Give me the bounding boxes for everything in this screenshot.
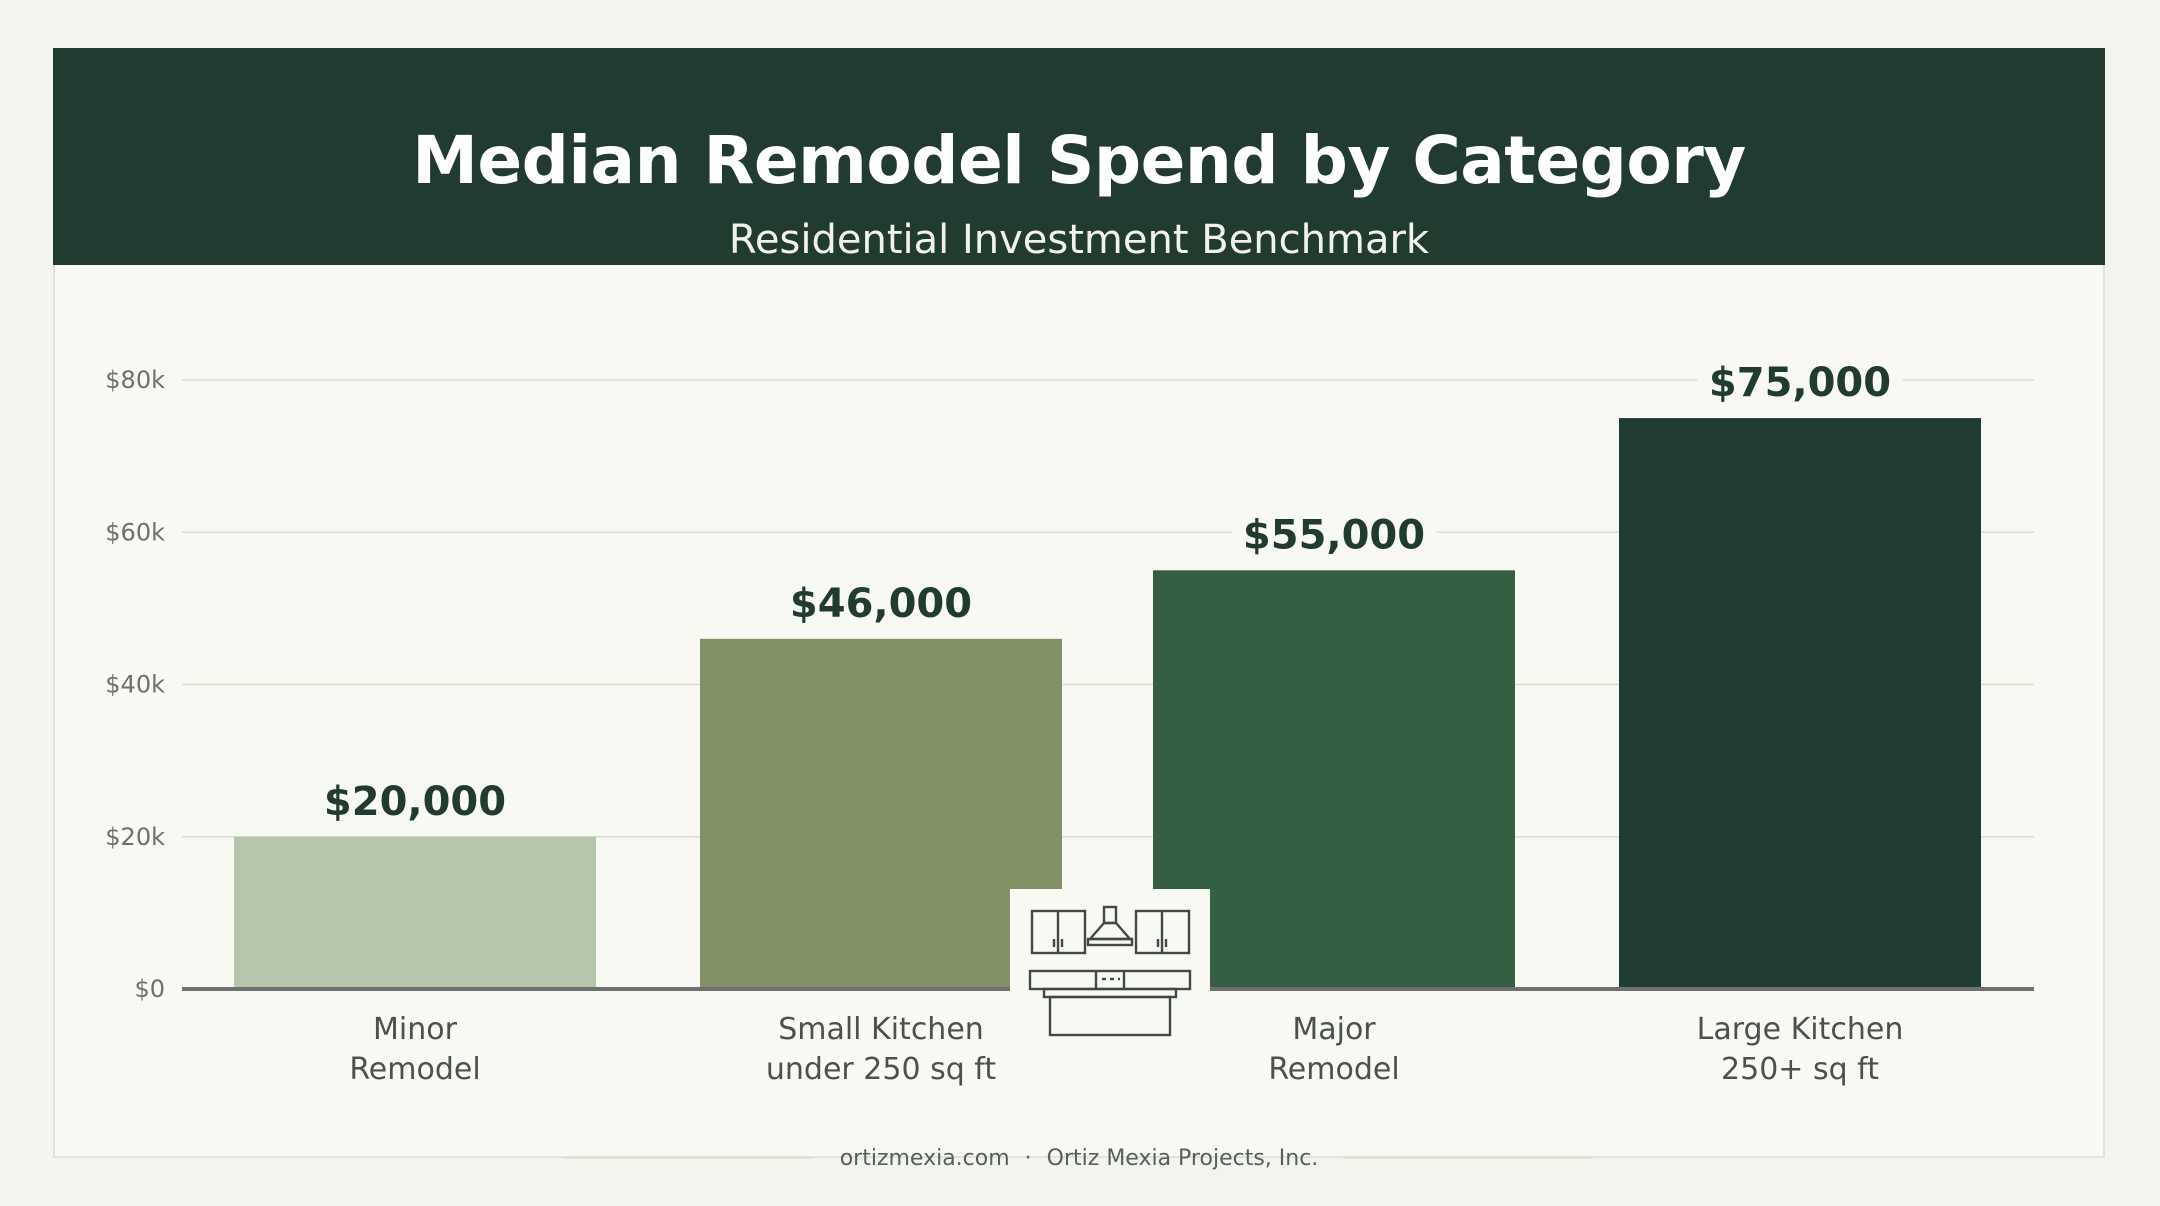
category-label: Large Kitchen	[1697, 1012, 1904, 1047]
category-label: Remodel	[349, 1052, 480, 1087]
value-label: $75,000	[1709, 360, 1891, 406]
y-tick-label: $40k	[105, 671, 165, 699]
footer-website[interactable]: ortizmexia.com	[839, 1146, 1010, 1171]
y-tick-label: $60k	[105, 518, 165, 546]
value-label-bg	[1697, 360, 1903, 407]
value-label-bg	[778, 580, 984, 627]
footer-company: Ortiz Mexia Projects, Inc.	[1046, 1146, 1319, 1171]
bar	[1153, 570, 1515, 989]
y-tick-label: $80k	[105, 366, 165, 394]
category-label: 250+ sq ft	[1721, 1052, 1879, 1087]
footer-separator: ·	[1024, 1146, 1032, 1171]
value-label: $55,000	[1243, 512, 1425, 558]
chart-header: Median Remodel Spend by Category Residen…	[53, 48, 2105, 265]
bar	[1619, 418, 1981, 989]
category-label: under 250 sq ft	[766, 1052, 996, 1087]
kitchen-icon	[1010, 889, 1210, 1049]
bars	[234, 418, 1981, 989]
value-label-bg	[1231, 512, 1437, 559]
y-axis-ticks: $0 $20k $40k $60k $80k	[105, 366, 165, 1003]
category-label: Minor	[373, 1012, 458, 1047]
y-tick-label: $0	[134, 975, 165, 1003]
category-label: Remodel	[1268, 1052, 1399, 1087]
chart-title: Median Remodel Spend by Category	[412, 122, 1746, 199]
bar	[700, 638, 1062, 989]
y-tick-label: $20k	[105, 823, 165, 851]
category-label: Major	[1292, 1012, 1376, 1047]
chart-subtitle: Residential Investment Benchmark	[728, 217, 1430, 263]
value-label-bg	[312, 778, 518, 825]
footer-rules	[563, 1157, 1593, 1159]
value-label: $46,000	[790, 581, 972, 627]
category-label: Small Kitchen	[778, 1012, 984, 1047]
value-label: $20,000	[324, 779, 506, 825]
footer: ortizmexia.com · Ortiz Mexia Projects, I…	[53, 1146, 2105, 1176]
bar	[234, 836, 596, 989]
footer-text: ortizmexia.com · Ortiz Mexia Projects, I…	[53, 1146, 2105, 1171]
value-labels: $20,000 $46,000 $55,000 $75,000	[312, 360, 1903, 825]
x-axis-categories: Minor Remodel Small Kitchen under 250 sq ft…	[349, 1012, 1903, 1087]
